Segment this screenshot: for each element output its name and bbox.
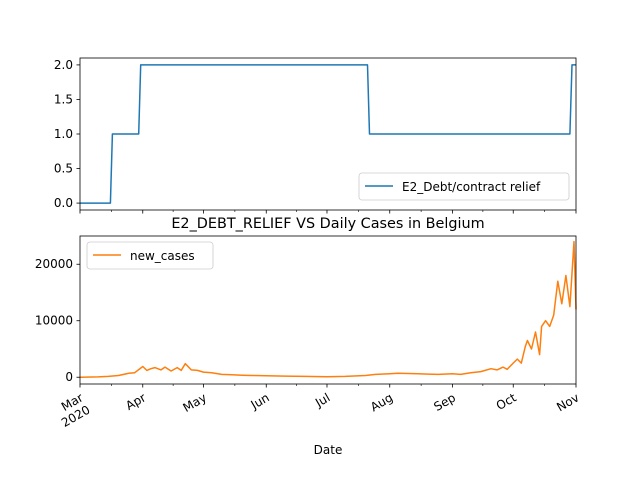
bottom-y-ticks: 0 10000 20000 xyxy=(35,257,80,384)
y-tick-label: 0.0 xyxy=(54,196,73,210)
top-panel: 0.0 0.5 1.0 1.5 2.0 E2_Debt/contract relief xyxy=(54,57,577,214)
top-series-lines xyxy=(80,64,576,204)
bottom-series-lines xyxy=(79,240,577,378)
y-tick-label: 20000 xyxy=(35,257,73,271)
x-tick-label: Jul xyxy=(312,390,332,410)
x-tick-label: Sep xyxy=(431,390,458,413)
x-tick-label: Apr xyxy=(123,390,148,413)
y-tick-label: 0.5 xyxy=(54,162,73,176)
y-tick-label: 1.0 xyxy=(54,127,73,141)
bottom-x-ticks: Mar2020 Apr May Jun Jul Aug Sep Oct Nov xyxy=(52,384,582,430)
y-tick-label: 1.5 xyxy=(54,92,73,106)
top-legend-box xyxy=(358,172,570,201)
top-legend-label: E2_Debt/contract relief xyxy=(402,180,541,194)
top-x-ticks xyxy=(79,210,577,214)
bottom-chart-title: E2_DEBT_RELIEF VS Daily Cases in Belgium xyxy=(171,216,484,232)
series-line-0 xyxy=(79,240,577,378)
top-y-ticks: 0.0 0.5 1.0 1.5 2.0 xyxy=(54,58,80,210)
bottom-panel: E2_DEBT_RELIEF VS Daily Cases in Belgium… xyxy=(35,216,582,457)
y-tick-label: 2.0 xyxy=(54,58,73,72)
x-tick-label: Mar2020 xyxy=(52,390,93,430)
series-line-0 xyxy=(80,64,576,204)
x-tick-label: Aug xyxy=(368,390,395,414)
y-tick-label: 10000 xyxy=(35,314,73,328)
y-tick-label: 0 xyxy=(65,370,73,384)
bottom-axes-frame xyxy=(79,235,577,385)
x-tick-label: Nov xyxy=(554,390,581,414)
x-tick-label: Oct xyxy=(494,390,519,413)
bottom-legend: new_cases xyxy=(86,241,214,270)
x-tick-label: May xyxy=(181,390,209,415)
bottom-legend-box xyxy=(86,241,214,270)
bottom-x-axis-label: Date xyxy=(314,443,343,457)
x-tick-label: Jun xyxy=(248,390,272,412)
top-legend: E2_Debt/contract relief xyxy=(358,172,570,201)
bottom-legend-label: new_cases xyxy=(130,249,195,263)
